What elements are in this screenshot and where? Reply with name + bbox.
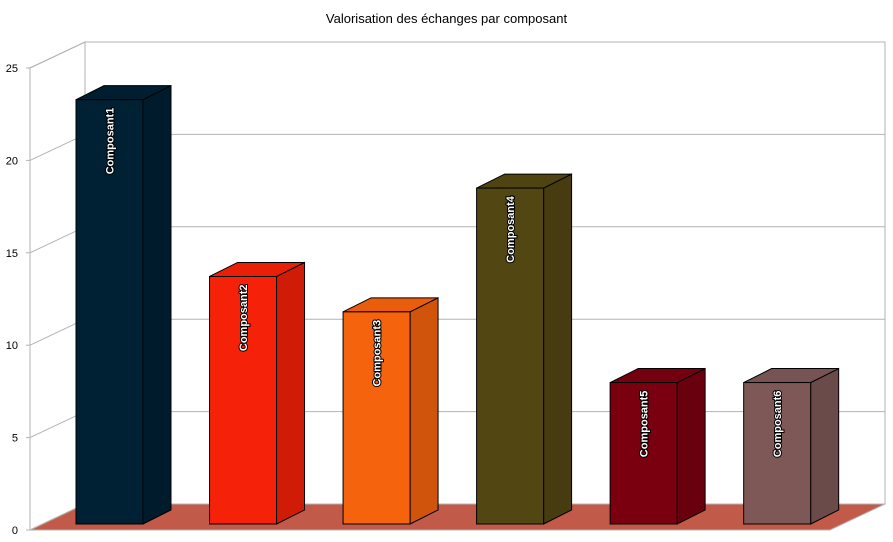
bar [75,99,144,525]
y-tick-label: 10 [6,340,18,352]
bar [609,382,678,525]
bar-label: Composant2 [238,284,250,351]
y-tick-label: 15 [6,248,18,260]
bar [209,275,278,525]
bar-label: Composant6 [772,391,784,458]
y-tick-label: 20 [6,155,18,167]
y-tick-label: 0 [12,525,18,537]
gridline-side [29,41,86,69]
bar-side [276,261,306,525]
bar [743,382,812,525]
bar-side [810,367,840,525]
bar-side [543,173,573,525]
bar [476,187,545,525]
bar-label: Composant4 [505,195,517,263]
bar-label: Composant1 [105,108,117,175]
bar-label: Composant3 [372,320,384,387]
y-tick-label: 5 [12,433,18,445]
bar-label: Composant5 [639,391,651,458]
bar-side [142,84,172,525]
chart-title: Valorisation des échanges par composant [325,11,568,26]
bar-side [409,297,439,525]
bar-side [676,367,706,525]
bar [342,311,411,525]
y-tick-label: 25 [6,63,18,75]
